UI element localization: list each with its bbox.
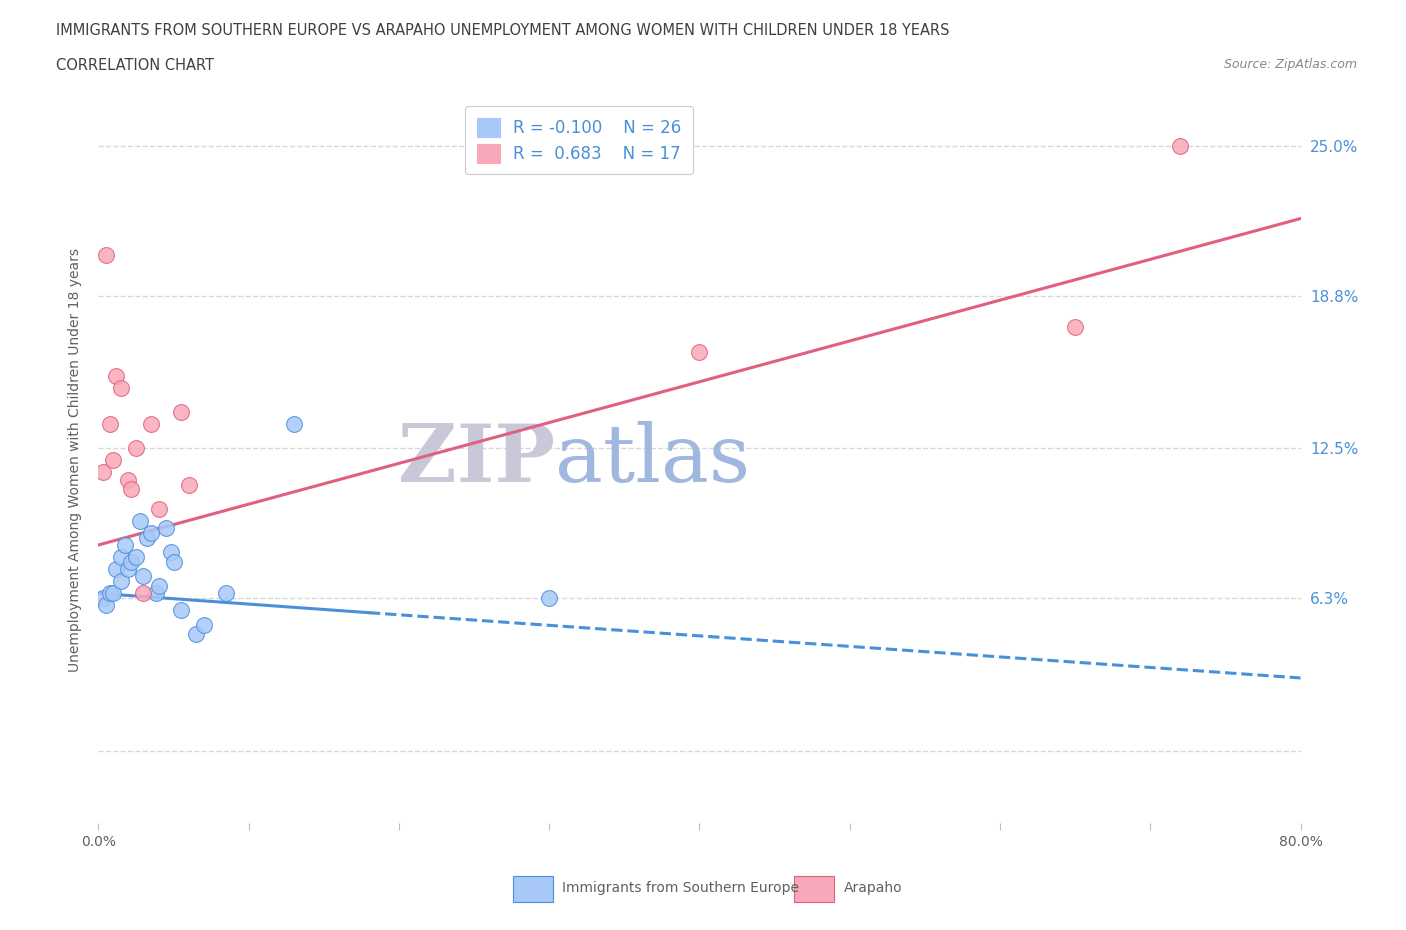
Y-axis label: Unemployment Among Women with Children Under 18 years: Unemployment Among Women with Children U… (69, 248, 83, 672)
Point (129, 513, 152, 528)
Point (121, 482, 143, 497)
Point (215, 586, 238, 601)
Text: ZIP: ZIP (398, 421, 555, 499)
Point (145, 586, 167, 601)
Point (132, 586, 155, 601)
Text: Source: ZipAtlas.com: Source: ZipAtlas.com (1223, 58, 1357, 71)
Point (177, 477, 200, 492)
Text: CORRELATION CHART: CORRELATION CHART (56, 58, 214, 73)
Point (1064, 320, 1087, 335)
Point (159, 545, 181, 560)
Point (155, 521, 177, 536)
Point (94, 598, 117, 613)
Point (117, 562, 139, 577)
Point (94, 247, 117, 262)
Point (193, 618, 215, 632)
Point (139, 525, 162, 540)
Legend: R = -0.100    N = 26, R =  0.683    N = 17: R = -0.100 N = 26, R = 0.683 N = 17 (465, 106, 693, 175)
Point (139, 417, 162, 432)
Point (103, 453, 125, 468)
Text: Arapaho: Arapaho (844, 881, 903, 896)
Point (105, 562, 128, 577)
Point (170, 603, 193, 618)
Point (538, 591, 561, 605)
Point (114, 538, 136, 552)
Point (1170, 139, 1192, 153)
Point (117, 472, 139, 487)
Point (125, 550, 148, 565)
Point (91, 465, 114, 480)
Point (125, 441, 148, 456)
Point (100, 417, 122, 432)
Text: IMMIGRANTS FROM SOUTHERN EUROPE VS ARAPAHO UNEMPLOYMENT AMONG WOMEN WITH CHILDRE: IMMIGRANTS FROM SOUTHERN EUROPE VS ARAPA… (56, 23, 949, 38)
Point (132, 569, 155, 584)
Point (162, 554, 184, 569)
Point (689, 344, 711, 359)
Point (283, 417, 305, 432)
Point (105, 368, 128, 383)
Point (110, 574, 132, 589)
Point (121, 554, 143, 569)
Text: atlas: atlas (555, 421, 751, 499)
Point (148, 501, 170, 516)
Point (91, 591, 114, 605)
Point (135, 530, 157, 545)
Point (148, 578, 170, 593)
Text: Immigrants from Southern Europe: Immigrants from Southern Europe (562, 881, 800, 896)
Point (110, 550, 132, 565)
Point (170, 405, 193, 419)
Point (100, 586, 122, 601)
Point (110, 380, 132, 395)
Point (184, 627, 207, 642)
Point (103, 586, 125, 601)
